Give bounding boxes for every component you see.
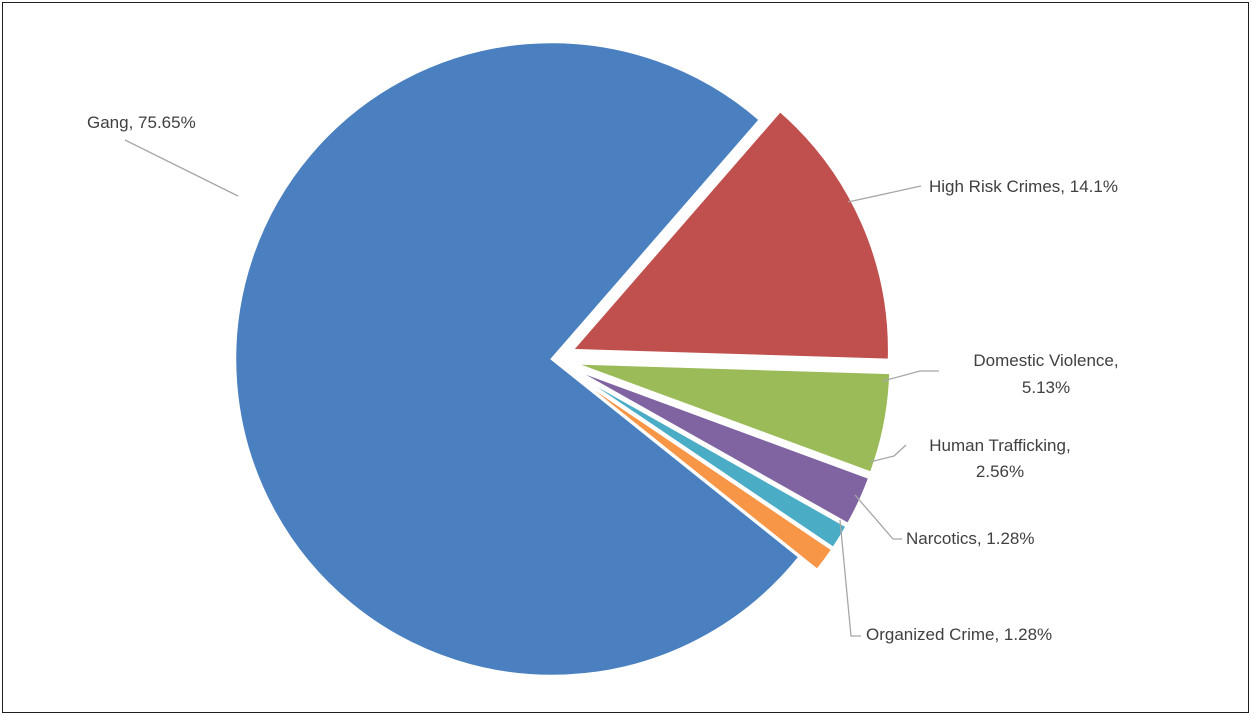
data-labels: Gang, 75.65% High Risk Crimes, 14.1% Domes… [87,113,1119,644]
leader-line-human-trafficking [869,444,907,463]
slice-high-risk-crimes [569,109,891,362]
slice-gang [233,40,802,678]
leader-line-high-risk-crimes [847,185,922,203]
data-label-organized-crime: Organized Crime, 1.28% [866,625,1052,644]
pie-slices [233,40,892,678]
slice-narcotics [570,369,849,550]
leader-line-narcotics [854,494,902,540]
data-label-human-trafficking: Human Trafficking, 2.56% [929,436,1070,481]
leader-line-domestic-violence [882,370,939,382]
slice-organized-crime [568,371,835,572]
leader-line-gang [124,139,239,197]
data-label-gang: Gang, 75.65% [87,113,196,132]
slice-human-trafficking [571,367,872,526]
data-label-high-risk-crimes: High Risk Crimes, 14.1% [929,177,1118,196]
leader-lines [124,139,939,637]
data-label-narcotics: Narcotics, 1.28% [906,529,1035,548]
leader-line-organized-crime [839,519,861,637]
slice-domestic-violence [573,361,892,475]
data-label-domestic-violence: Domestic Violence, 5.13% [973,351,1118,397]
